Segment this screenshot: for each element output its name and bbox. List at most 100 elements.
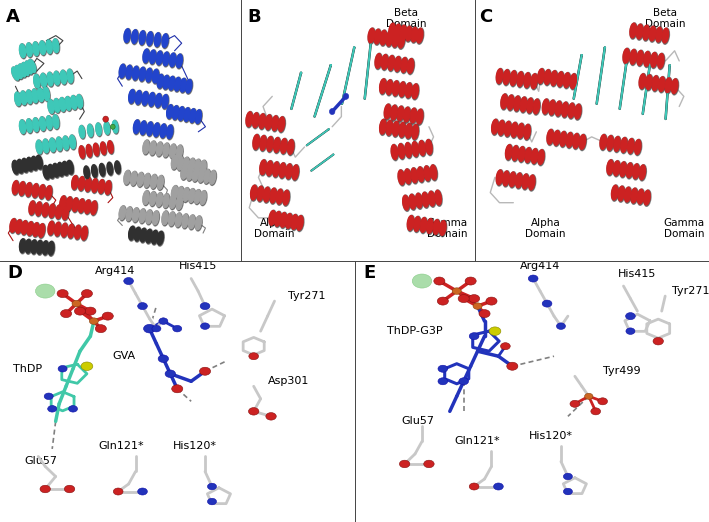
Ellipse shape	[157, 175, 164, 191]
Ellipse shape	[283, 190, 290, 206]
Ellipse shape	[279, 163, 286, 177]
Ellipse shape	[43, 87, 50, 101]
Ellipse shape	[167, 105, 173, 118]
Ellipse shape	[12, 181, 18, 194]
Ellipse shape	[157, 231, 164, 245]
Ellipse shape	[19, 44, 26, 57]
Ellipse shape	[65, 97, 72, 112]
Ellipse shape	[416, 28, 423, 43]
Ellipse shape	[184, 108, 191, 123]
Circle shape	[452, 288, 462, 294]
Ellipse shape	[43, 165, 50, 180]
Ellipse shape	[43, 203, 49, 218]
Circle shape	[143, 324, 155, 333]
Ellipse shape	[273, 162, 279, 176]
Ellipse shape	[79, 126, 84, 138]
Ellipse shape	[607, 160, 614, 176]
Ellipse shape	[31, 157, 38, 170]
Ellipse shape	[209, 171, 216, 184]
Ellipse shape	[270, 188, 277, 203]
Ellipse shape	[391, 145, 398, 159]
Ellipse shape	[37, 241, 43, 254]
Ellipse shape	[132, 30, 138, 45]
Ellipse shape	[632, 163, 640, 180]
Ellipse shape	[279, 116, 286, 133]
Ellipse shape	[274, 211, 281, 226]
Ellipse shape	[26, 158, 33, 171]
Ellipse shape	[21, 220, 28, 235]
Ellipse shape	[428, 191, 436, 207]
Ellipse shape	[600, 135, 606, 149]
Circle shape	[95, 325, 106, 333]
Ellipse shape	[637, 24, 644, 40]
Circle shape	[40, 485, 50, 493]
Ellipse shape	[607, 136, 613, 150]
Ellipse shape	[172, 106, 179, 120]
Ellipse shape	[150, 175, 157, 188]
Ellipse shape	[286, 164, 292, 179]
Ellipse shape	[162, 94, 168, 108]
Ellipse shape	[570, 74, 576, 89]
Ellipse shape	[36, 140, 43, 154]
Ellipse shape	[557, 72, 564, 87]
Ellipse shape	[503, 171, 510, 187]
Ellipse shape	[43, 139, 50, 154]
Ellipse shape	[618, 186, 625, 201]
Ellipse shape	[101, 142, 107, 156]
Ellipse shape	[156, 51, 162, 65]
Ellipse shape	[189, 215, 196, 230]
Ellipse shape	[22, 158, 29, 173]
Ellipse shape	[411, 168, 418, 183]
Ellipse shape	[506, 145, 513, 161]
Ellipse shape	[399, 122, 406, 138]
Ellipse shape	[380, 119, 387, 135]
Ellipse shape	[177, 186, 184, 201]
Ellipse shape	[25, 61, 33, 75]
Circle shape	[208, 483, 216, 490]
Ellipse shape	[399, 81, 406, 98]
Ellipse shape	[107, 162, 113, 175]
Ellipse shape	[16, 220, 22, 233]
Ellipse shape	[195, 110, 202, 125]
Ellipse shape	[172, 186, 178, 199]
Ellipse shape	[39, 185, 45, 198]
Ellipse shape	[506, 145, 512, 159]
Ellipse shape	[60, 70, 67, 85]
Ellipse shape	[297, 215, 304, 232]
Ellipse shape	[71, 96, 77, 109]
Ellipse shape	[54, 99, 60, 112]
Ellipse shape	[142, 91, 148, 105]
Ellipse shape	[99, 163, 105, 176]
Ellipse shape	[412, 84, 419, 100]
Ellipse shape	[410, 108, 418, 124]
Ellipse shape	[181, 165, 188, 180]
Ellipse shape	[163, 52, 170, 67]
Ellipse shape	[91, 179, 98, 192]
Ellipse shape	[557, 72, 564, 88]
Ellipse shape	[554, 130, 560, 145]
Ellipse shape	[570, 74, 577, 90]
Ellipse shape	[512, 146, 519, 162]
Ellipse shape	[579, 135, 586, 149]
Ellipse shape	[419, 140, 426, 157]
Ellipse shape	[13, 181, 19, 196]
Ellipse shape	[40, 41, 46, 56]
Circle shape	[591, 408, 601, 415]
Ellipse shape	[156, 193, 162, 206]
Ellipse shape	[189, 189, 195, 203]
Ellipse shape	[28, 60, 37, 74]
Circle shape	[489, 327, 501, 336]
Ellipse shape	[195, 216, 201, 230]
Ellipse shape	[72, 198, 79, 213]
Ellipse shape	[277, 189, 283, 204]
Circle shape	[479, 310, 490, 317]
Ellipse shape	[626, 163, 634, 179]
Ellipse shape	[189, 109, 196, 124]
Ellipse shape	[155, 32, 162, 48]
Ellipse shape	[68, 224, 74, 238]
Ellipse shape	[119, 64, 126, 79]
Ellipse shape	[26, 90, 33, 104]
Ellipse shape	[19, 120, 26, 134]
Text: Gln121*: Gln121*	[454, 436, 501, 446]
Ellipse shape	[411, 27, 418, 43]
